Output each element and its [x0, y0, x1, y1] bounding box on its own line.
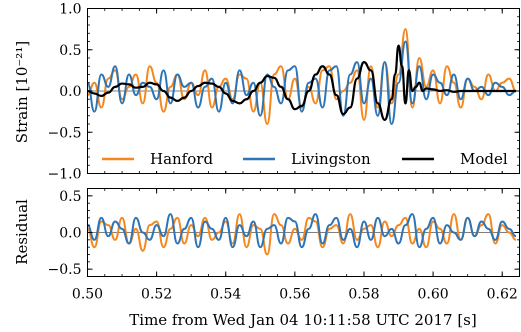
bot-xtick-label: 0.52	[141, 287, 172, 303]
bottom-x-ticks: 0.50 0.52 0.54 0.56 0.58 0.60 0.62	[72, 188, 520, 303]
bottom-y-axis-label: Residual	[13, 199, 31, 265]
top-panel: 1.0 0.5 0.0 −0.5 −1.0 Strain [10⁻²¹] Hanford…	[13, 2, 520, 183]
top-series-model	[87, 44, 517, 121]
bot-xtick-label: 0.56	[279, 287, 310, 303]
bot-xtick-label: 0.50	[72, 287, 103, 303]
legend-label-model: Model	[460, 150, 508, 168]
bot-ytick-label: 0.5	[59, 189, 81, 205]
bot-xtick-label: 0.58	[348, 287, 379, 303]
legend-background	[96, 146, 516, 171]
x-axis-label: Time from Wed Jan 04 10:11:58 UTC 2017 […	[129, 311, 476, 329]
top-x-ticks	[87, 8, 520, 174]
legend: Hanford Livingston Model	[96, 146, 516, 171]
bottom-panel: 0.50.0−0.5 0.50 0.52 0.54 0.56 0.58 0.60 0.62 …	[13, 188, 520, 329]
bot-xtick-label: 0.54	[210, 287, 241, 303]
top-ytick-label: 0.5	[59, 43, 81, 59]
top-y-axis-label: Strain [10⁻²¹]	[13, 41, 31, 143]
bot-xtick-label: 0.62	[487, 287, 518, 303]
legend-label-livingston: Livingston	[291, 150, 371, 168]
bottom-series-group	[86, 213, 517, 256]
legend-label-hanford: Hanford	[150, 150, 213, 168]
top-ytick-label: −1.0	[48, 167, 82, 183]
bot-ytick-label: 0.0	[59, 226, 81, 242]
bot-series-livingston	[87, 213, 517, 249]
bot-ytick-label: −0.5	[48, 262, 82, 278]
top-ytick-label: 1.0	[59, 2, 81, 18]
bottom-y-ticks: 0.5 0.0 −0.5	[48, 188, 520, 278]
top-series-livingston	[86, 40, 517, 125]
bot-xtick-label: 0.60	[418, 287, 449, 303]
top-series-group	[86, 28, 517, 125]
top-ytick-label: −0.5	[48, 125, 82, 141]
top-ytick-label: 0.0	[59, 84, 81, 100]
